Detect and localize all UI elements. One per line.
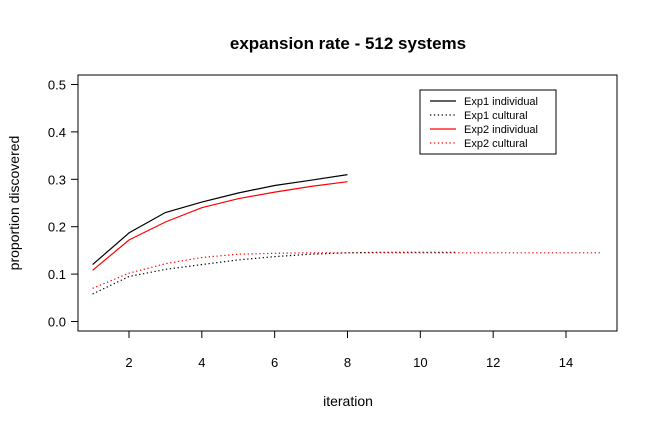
y-tick-label: 0.2 — [48, 220, 66, 235]
legend-label: Exp1 cultural — [464, 110, 528, 122]
x-tick-label: 6 — [271, 355, 278, 370]
x-axis-label: iteration — [323, 393, 373, 409]
x-tick-label: 10 — [413, 355, 427, 370]
x-tick-label: 12 — [486, 355, 500, 370]
x-axis: 2 4 6 8 10 12 14 — [125, 330, 573, 370]
x-tick-label: 14 — [559, 355, 573, 370]
series-line-3 — [92, 181, 348, 271]
y-tick-label: 0.1 — [48, 267, 66, 282]
series-line-4 — [92, 252, 603, 289]
y-tick-label: 0.0 — [48, 315, 66, 330]
chart-title: expansion rate - 512 systems — [230, 34, 466, 53]
y-tick-label: 0.4 — [48, 125, 66, 140]
x-tick-label: 8 — [344, 355, 351, 370]
legend-label: Exp2 cultural — [464, 138, 528, 150]
x-tick-label: 2 — [125, 355, 132, 370]
y-axis-label: proportion discovered — [6, 136, 22, 271]
y-axis: 0.0 0.1 0.2 0.3 0.4 0.5 — [48, 77, 79, 330]
legend-label: Exp2 individual — [464, 124, 538, 136]
legend: Exp1 individual Exp1 cultural Exp2 individ… — [419, 89, 557, 155]
series-layer — [92, 174, 603, 295]
legend-label: Exp1 individual — [464, 96, 538, 108]
x-tick-label: 4 — [198, 355, 205, 370]
series-line-2 — [92, 251, 457, 295]
y-tick-label: 0.3 — [48, 172, 66, 187]
series-line-1 — [92, 174, 348, 266]
y-tick-label: 0.5 — [48, 77, 66, 92]
